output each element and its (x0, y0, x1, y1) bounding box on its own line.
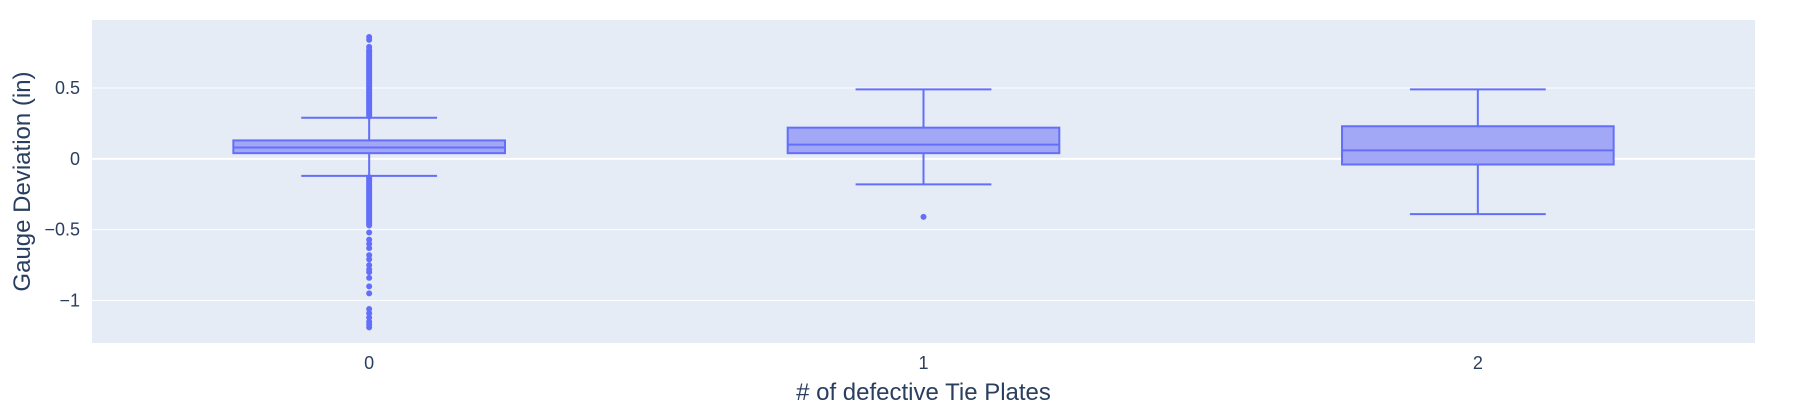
outlier-point (366, 324, 373, 331)
x-tick-label: 0 (364, 353, 374, 373)
x-axis-title: # of defective Tie Plates (796, 379, 1051, 406)
iqr-box (786, 126, 1061, 155)
y-tick-label: −0.5 (44, 220, 80, 240)
outlier-point (366, 36, 373, 43)
outlier-point (366, 283, 373, 290)
x-tick-label: 1 (918, 353, 928, 373)
y-tick-label: 0.5 (55, 78, 80, 98)
outlier-point (366, 306, 373, 312)
outlier-point (366, 113, 373, 120)
outlier-point (920, 213, 927, 220)
outlier-point (366, 256, 373, 263)
outlier-point (366, 252, 373, 259)
y-tick-label: −1 (59, 291, 80, 311)
x-axis-ticks: 0 1 2 (364, 353, 1483, 373)
outlier-point (366, 229, 373, 236)
y-axis-title: Gauge Deviation (in) (9, 71, 36, 291)
outlier-point (366, 236, 373, 243)
box-2 (1341, 88, 1615, 216)
outlier-point (366, 274, 373, 281)
box-0 (232, 34, 506, 331)
outlier-point (366, 222, 373, 229)
y-axis-ticks: −1 −0.5 0 0.5 (44, 78, 80, 311)
x-tick-label: 2 (1473, 353, 1483, 373)
outlier-point (366, 310, 373, 317)
y-tick-label: 0 (70, 149, 80, 169)
outlier-point (366, 240, 373, 247)
outlier-point (366, 262, 373, 269)
box-series (232, 34, 1615, 331)
outlier-point (366, 290, 373, 297)
outlier-point (366, 314, 373, 321)
iqr-box (1341, 125, 1615, 166)
box-1 (786, 88, 1061, 220)
outlier-point (366, 269, 373, 276)
outlier-point (366, 245, 373, 252)
